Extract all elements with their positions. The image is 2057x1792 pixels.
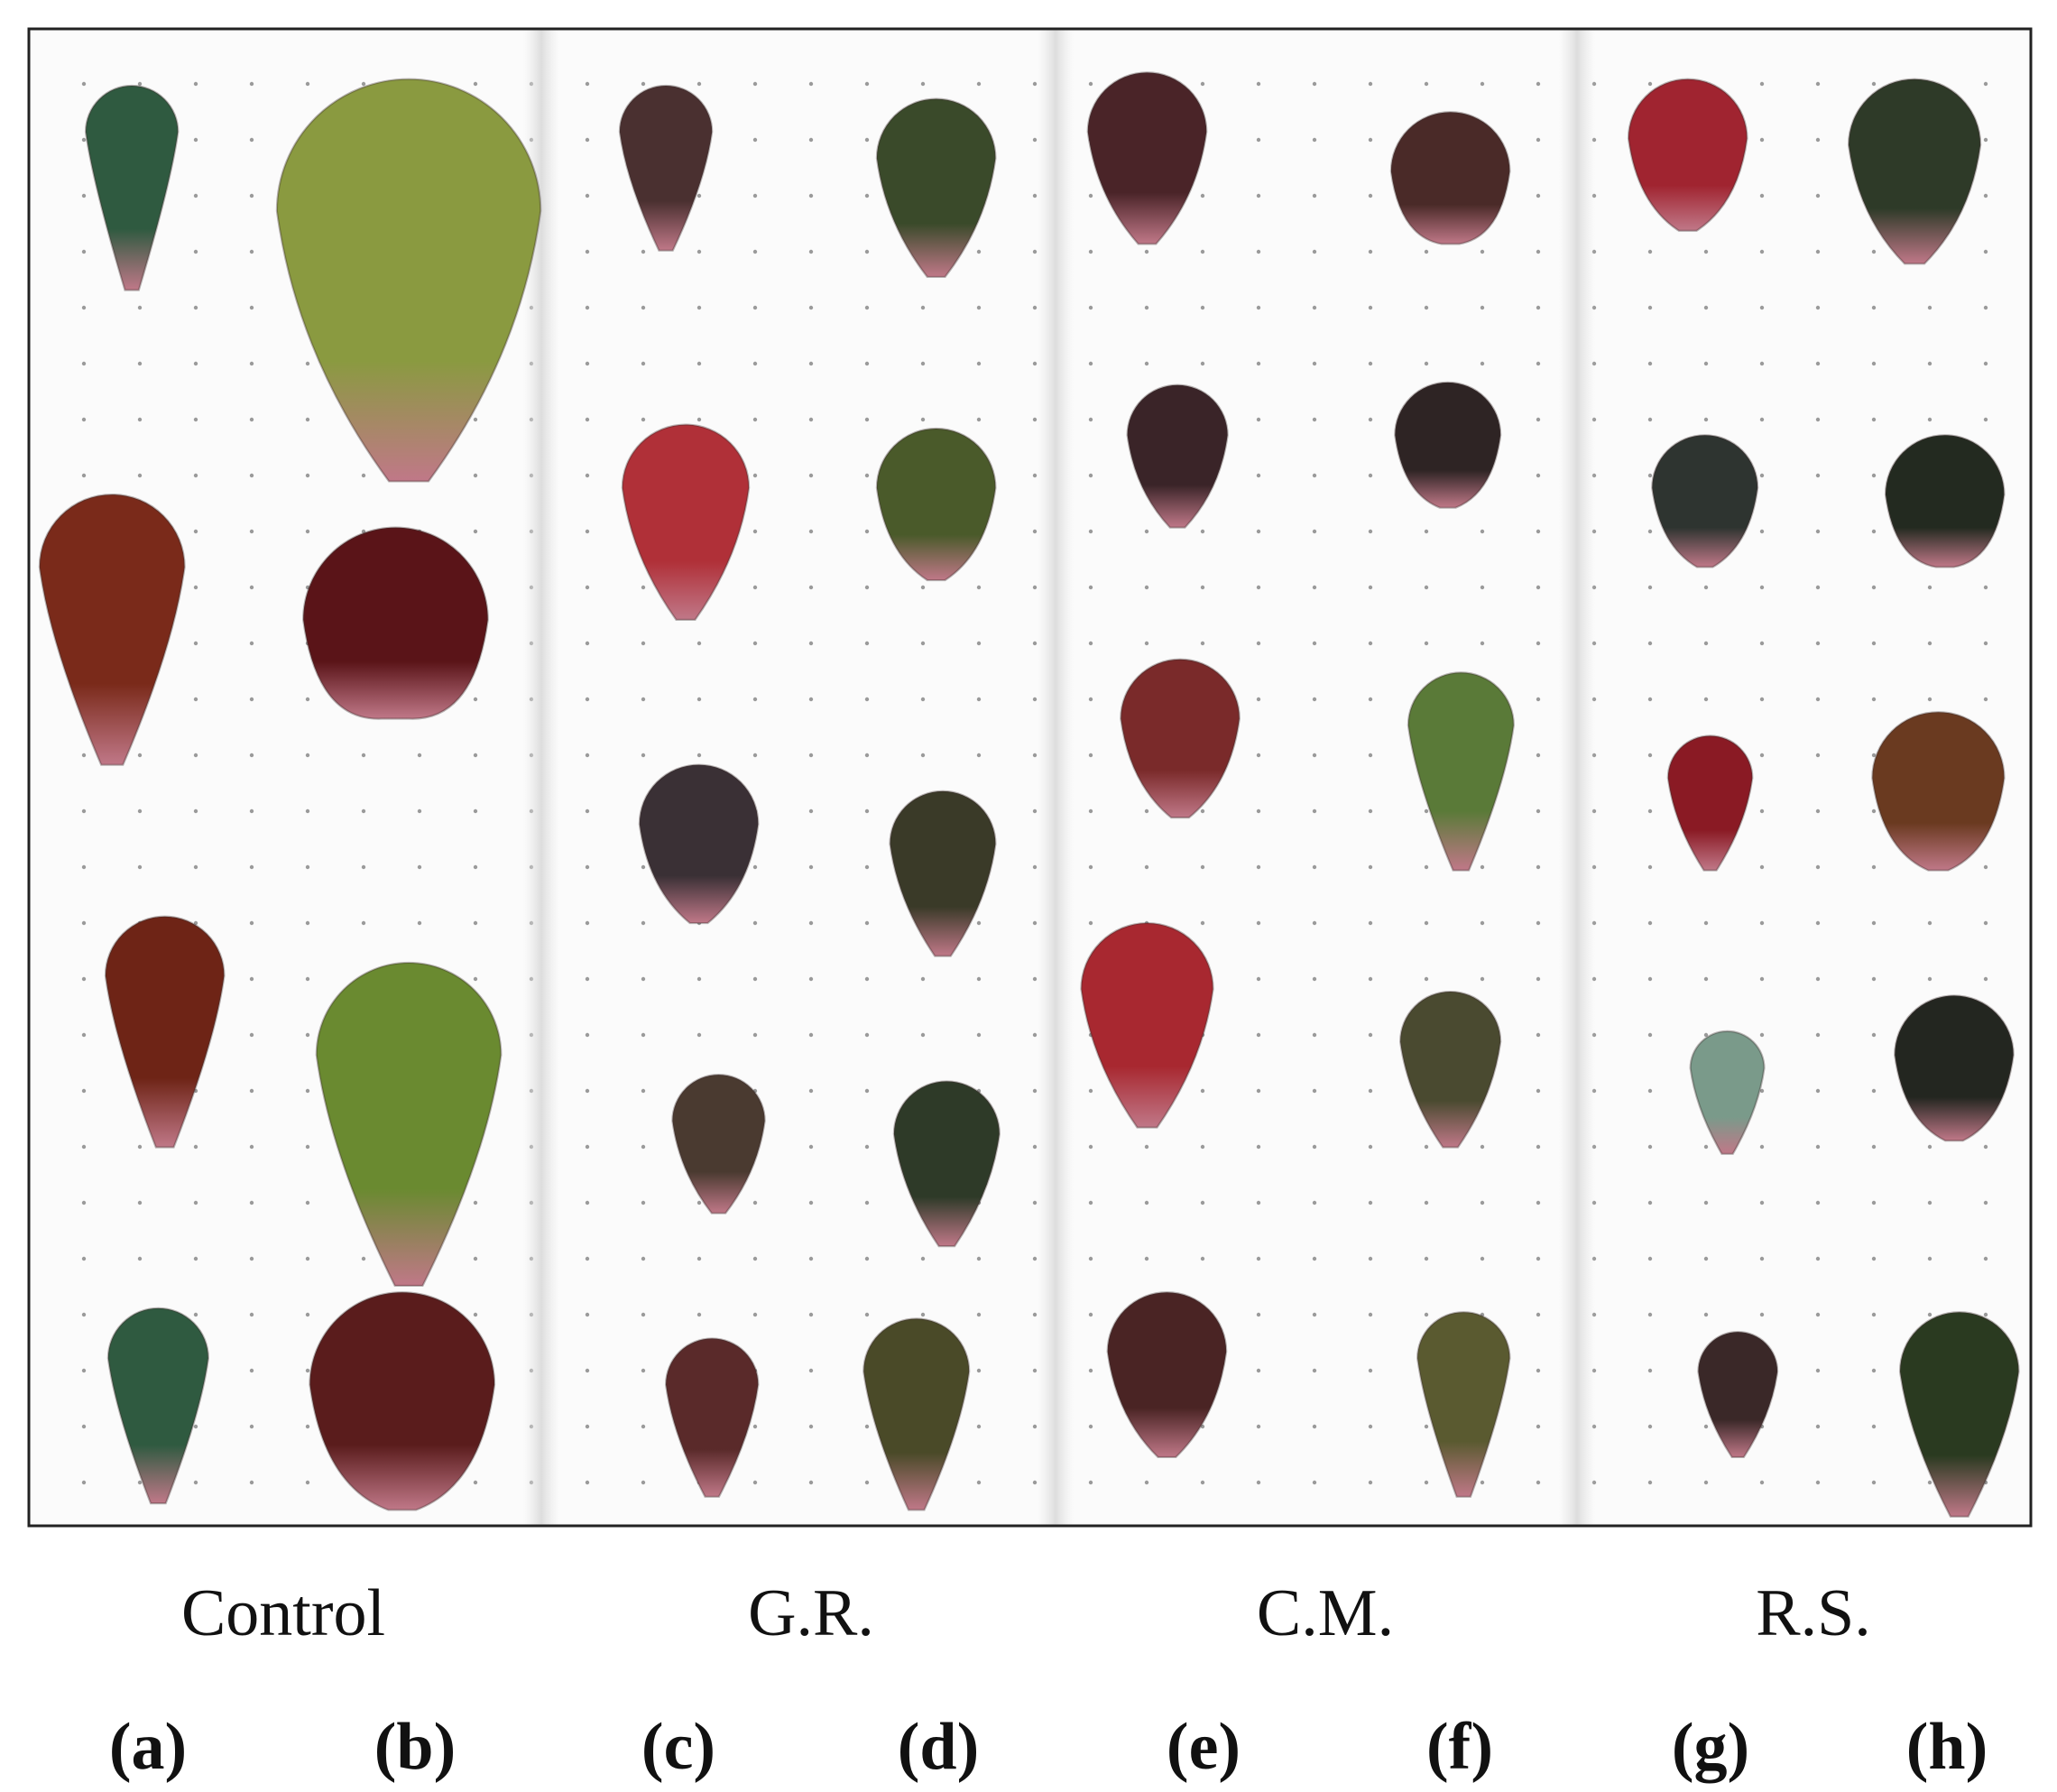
leaf: [638, 763, 760, 925]
leaf: [1389, 111, 1511, 245]
leaf: [1894, 994, 2015, 1142]
leaf: [1086, 71, 1208, 245]
leaf: [1394, 381, 1502, 509]
leaf: [1399, 991, 1502, 1149]
panel-label: (d): [898, 1710, 979, 1784]
panel-label: (g): [1672, 1710, 1749, 1784]
leaf: [1407, 671, 1515, 872]
leaf: [1884, 434, 2006, 568]
leaf: [1898, 1311, 2020, 1518]
photo: [27, 27, 2033, 1528]
photo-frame: [27, 27, 2033, 1528]
panel-label: (e): [1167, 1710, 1241, 1784]
leaf: [621, 423, 751, 622]
leaf: [664, 1337, 760, 1498]
leaf: [1697, 1331, 1779, 1459]
leaf: [38, 493, 186, 766]
leaf: [275, 78, 542, 483]
leaf: [1126, 383, 1229, 529]
leaf: [309, 1291, 496, 1511]
leaf: [1120, 658, 1241, 819]
leaf: [302, 526, 489, 720]
group-label: Control: [181, 1576, 385, 1650]
leaf: [875, 97, 997, 279]
leaf: [104, 915, 226, 1149]
leaf: [1689, 1030, 1766, 1155]
leaf: [1651, 434, 1759, 568]
leaf: [315, 961, 503, 1288]
group-labels: Control G.R. C.M. R.S.: [181, 1576, 1871, 1650]
panel-divider: [523, 29, 559, 1526]
panel-label: (f): [1426, 1710, 1493, 1784]
leaf: [1627, 78, 1748, 232]
panel-label: (a): [109, 1710, 187, 1784]
panel-divider: [1559, 29, 1595, 1526]
leaf: [875, 427, 997, 582]
group-label: C.M.: [1257, 1576, 1394, 1650]
leaf: [1871, 711, 2006, 872]
leaf: [892, 1080, 1001, 1248]
leaf: [889, 790, 997, 957]
leaf: [1666, 734, 1754, 872]
leaf: [862, 1317, 971, 1511]
leaf: [1080, 922, 1214, 1129]
leaf: [106, 1307, 210, 1505]
panel-label: (b): [374, 1710, 456, 1784]
leaf: [1416, 1311, 1511, 1498]
panel-divider: [1038, 29, 1074, 1526]
leaf: [84, 84, 180, 291]
leaf: [1106, 1291, 1228, 1459]
panel-labels: (a) (b) (c) (d) (e) (f) (g) (h): [109, 1710, 1988, 1784]
leaf: [671, 1074, 766, 1215]
leaf: [618, 84, 714, 252]
panel-label: (h): [1906, 1710, 1988, 1784]
leaves: [38, 71, 2020, 1518]
leaf: [1847, 78, 1982, 265]
group-label: R.S.: [1756, 1576, 1871, 1650]
panel-label: (c): [641, 1710, 715, 1784]
group-label: G.R.: [748, 1576, 874, 1650]
